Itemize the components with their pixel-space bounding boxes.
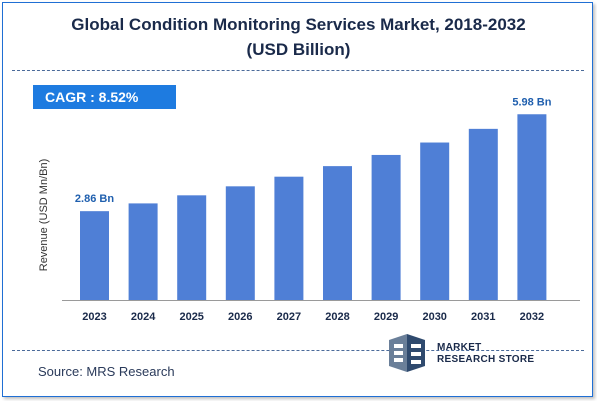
bar-2032: [517, 114, 547, 301]
bar-2029: [371, 154, 401, 300]
x-tick-label: 2025: [179, 311, 203, 323]
data-label: 2.86 Bn: [75, 193, 114, 205]
x-tick-label: 2029: [374, 311, 398, 323]
cagr-badge: CAGR : 8.52%: [33, 85, 176, 109]
bar-2028: [323, 166, 352, 300]
x-tick-label: 2032: [520, 311, 544, 323]
x-tick-label: 2024: [131, 311, 156, 323]
source-note: Source: MRS Research: [38, 364, 175, 379]
chart-title: Global Condition Monitoring Services Mar…: [71, 15, 526, 34]
bar-2026: [225, 186, 255, 300]
bar-2027: [274, 176, 304, 300]
x-tick-label: 2031: [471, 311, 495, 323]
x-tick-label: 2026: [228, 311, 252, 323]
bar-2024: [128, 203, 158, 300]
logo-text: MARKET RESEARCH STORE: [437, 342, 534, 366]
bar-2025: [177, 195, 207, 300]
brand-logo: MARKET RESEARCH STORE: [385, 332, 545, 378]
x-tick-label: 2027: [277, 311, 301, 323]
x-tick-label: 2023: [82, 311, 106, 323]
x-tick-label: 2028: [325, 311, 349, 323]
x-tick-label: 2030: [422, 311, 446, 323]
bar-2031: [468, 128, 498, 300]
bar-2030: [420, 142, 450, 300]
logo-line-1: MARKET: [437, 342, 482, 353]
chart-subtitle: (USD Billion): [246, 40, 351, 59]
top-divider: [12, 70, 584, 71]
mrs-logo-icon: [389, 334, 425, 372]
logo-line-2: RESEARCH STORE: [437, 354, 535, 365]
data-label: 5.98 Bn: [512, 96, 551, 108]
bar-2023: [80, 211, 109, 300]
bar-chart: 2023 2024 2025 2026 2027 2028 2029 2030 2031 2032…: [62, 96, 580, 323]
bottom-divider: [12, 350, 584, 351]
